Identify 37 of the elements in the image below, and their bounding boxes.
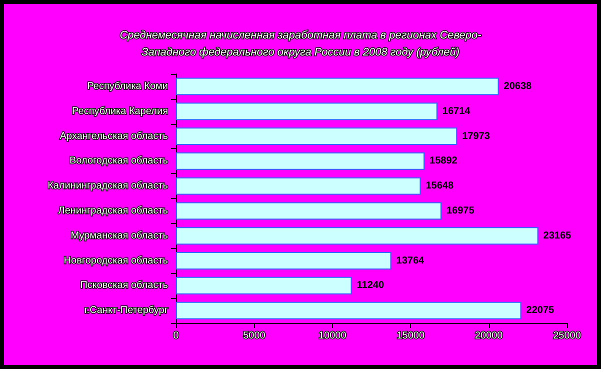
- x-tick-label: 5000: [243, 330, 266, 342]
- bar: [176, 202, 442, 220]
- data-label: 16714: [442, 106, 471, 117]
- bar: [176, 227, 538, 245]
- data-label: 23165: [543, 230, 572, 242]
- x-tick-label: 25000: [553, 330, 582, 342]
- y-tick-label: Псковская область: [80, 280, 168, 292]
- x-tick-label: 10000: [318, 330, 347, 342]
- bar: [176, 152, 425, 170]
- chart-title: Среднемесячная начисленная заработная плата в регионах Северо- Западного федерального округа России в 2008 году (рублей): [120, 30, 482, 58]
- bar: [176, 128, 458, 145]
- bar: [176, 302, 522, 320]
- y-tick-label: Ленинградская область: [58, 205, 168, 216]
- y-tick-label: Республика Коми: [87, 80, 168, 92]
- x-tick-label: 20000: [474, 330, 504, 342]
- y-tick-label: Архангельская область: [60, 130, 168, 142]
- data-label: 15648: [426, 180, 454, 192]
- y-tick-label: Новгородская область: [64, 255, 168, 266]
- x-tick-label: 15000: [396, 330, 425, 342]
- bar: [176, 102, 438, 120]
- data-label: 11240: [356, 280, 384, 292]
- x-tick-label: 0: [173, 330, 180, 342]
- data-label: 17973: [462, 130, 490, 142]
- data-label: 15892: [430, 156, 458, 167]
- bar: [176, 78, 499, 96]
- data-label: 13764: [396, 255, 425, 266]
- y-tick-label: Республика Карелия: [72, 106, 168, 117]
- data-label: 20638: [504, 80, 532, 92]
- data-label: 16975: [446, 205, 475, 216]
- bar: [176, 177, 421, 195]
- bar: [176, 276, 352, 294]
- y-tick-label: Вологодская область: [69, 156, 168, 167]
- y-tick-label: г.Санкт-Петербург: [84, 305, 168, 316]
- y-tick-label: Калининградская область: [48, 180, 168, 192]
- y-tick-label: Мурманская область: [70, 230, 168, 242]
- bar: [176, 252, 392, 270]
- data-label: 22075: [526, 305, 554, 316]
